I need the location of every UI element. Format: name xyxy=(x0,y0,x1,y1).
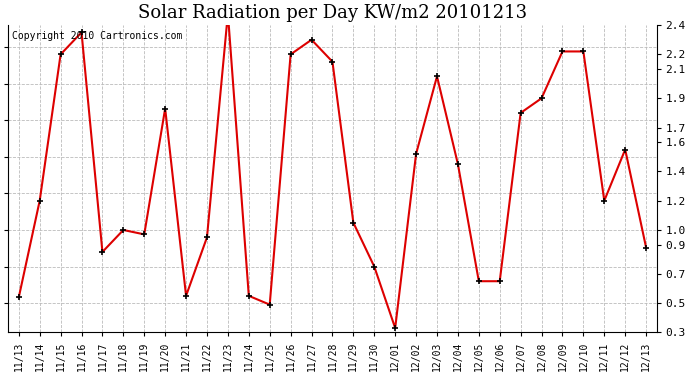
Text: Copyright 2010 Cartronics.com: Copyright 2010 Cartronics.com xyxy=(12,31,182,41)
Title: Solar Radiation per Day KW/m2 20101213: Solar Radiation per Day KW/m2 20101213 xyxy=(138,4,527,22)
